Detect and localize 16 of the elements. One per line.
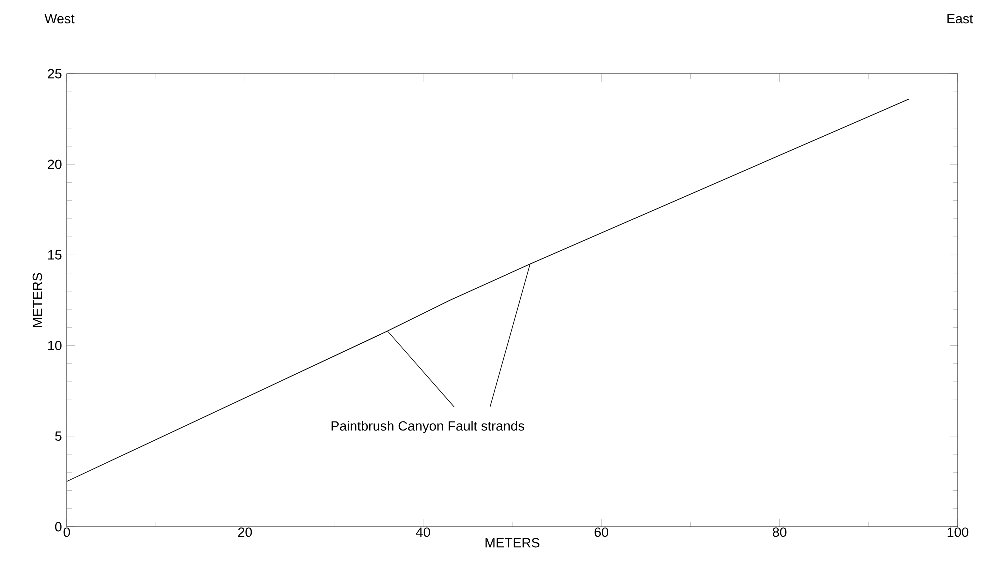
x-tick-label: 40 [416, 528, 430, 538]
x-tick-label: 80 [772, 528, 787, 538]
text: West [44, 14, 75, 24]
y-tick-label: 25 [48, 69, 62, 79]
y-tick-label: 15 [48, 250, 62, 260]
y-tick-label: 20 [48, 160, 62, 170]
y-tick-label: 10 [48, 341, 62, 350]
text: East [948, 14, 974, 24]
x-tick-label: 0 [64, 528, 70, 538]
x-tick-label: 100 [948, 528, 969, 538]
x-axis-title: METERS [486, 538, 540, 548]
y-axis-title: METERS [32, 273, 42, 328]
x-tick-label: 60 [594, 528, 609, 538]
annotation: Paintbrush Canyon Fault strands [332, 421, 524, 434]
x-tick-label: 20 [238, 528, 252, 538]
y-tick-label: 5 [55, 432, 62, 442]
